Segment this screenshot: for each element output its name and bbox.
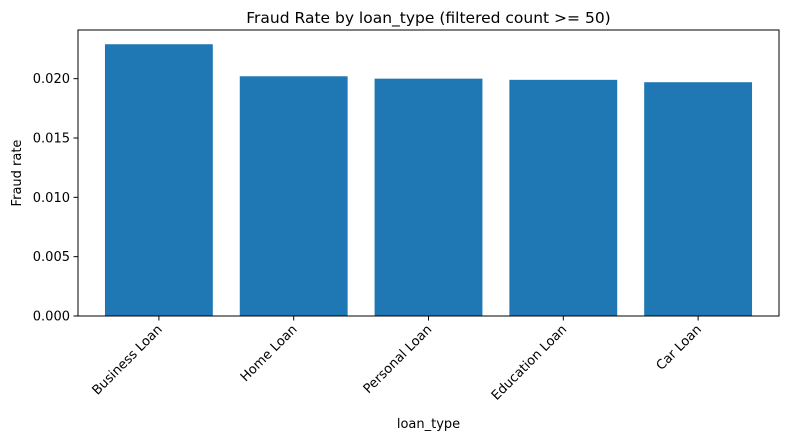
chart-title: Fraud Rate by loan_type (filtered count … xyxy=(246,9,610,28)
bar-car-loan xyxy=(644,82,753,316)
y-tick-label: 0.000 xyxy=(33,310,70,325)
x-tick-label: Car Loan xyxy=(654,322,705,373)
y-tick-label: 0.005 xyxy=(33,250,70,265)
x-tick-label: Personal Loan xyxy=(361,322,436,397)
x-axis: Business Loan Home Loan Personal Loan Educa… xyxy=(90,316,705,404)
x-tick-label: Business Loan xyxy=(90,322,166,398)
bar-home-loan xyxy=(239,76,348,316)
y-axis-label: Fraud rate xyxy=(10,140,25,207)
y-tick-label: 0.010 xyxy=(33,191,70,206)
bars-layer xyxy=(104,44,753,317)
y-tick-label: 0.015 xyxy=(33,131,70,146)
x-tick-label: Home Loan xyxy=(238,322,301,385)
y-tick-label: 0.020 xyxy=(33,72,70,87)
bar-education-loan xyxy=(509,79,618,316)
x-axis-label: loan_type xyxy=(397,417,460,432)
x-tick-label: Education Loan xyxy=(489,322,570,403)
y-axis: 0.000 0.005 0.010 0.015 0.020 xyxy=(33,72,78,325)
bar-personal-loan xyxy=(374,78,483,316)
bar-business-loan xyxy=(104,44,213,317)
